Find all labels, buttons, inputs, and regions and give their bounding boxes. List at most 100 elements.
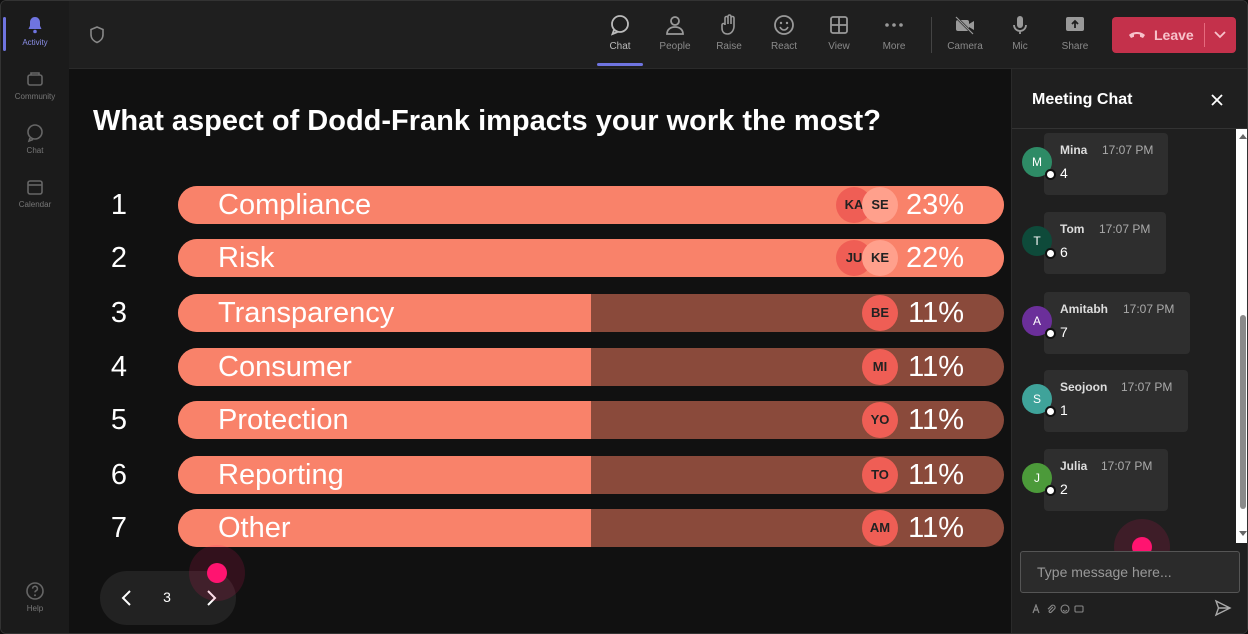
message-bubble: Seojoon 17:07 PM 1	[1044, 370, 1188, 432]
close-icon[interactable]	[1208, 91, 1226, 109]
presence-status-icon	[1045, 328, 1056, 339]
rail-item-help[interactable]: Help	[1, 573, 69, 625]
gif-icon[interactable]	[1074, 604, 1084, 614]
message-timestamp: 17:07 PM	[1102, 143, 1154, 157]
toolbar-view-button[interactable]: View	[814, 11, 864, 63]
chat-title: Meeting Chat	[1032, 91, 1133, 108]
chevron-left-icon[interactable]	[116, 587, 138, 609]
rail-label: Help	[26, 604, 44, 613]
calendar-icon	[27, 180, 43, 195]
poll-option-fill	[178, 401, 591, 439]
poll-option-number: 1	[110, 189, 128, 221]
message-input[interactable]	[1021, 552, 1239, 592]
toolbar-react-button[interactable]: React	[759, 11, 809, 63]
scroll-up-arrow-icon[interactable]	[1239, 133, 1247, 139]
message-bubble: Amitabh 17:07 PM 7	[1044, 292, 1190, 354]
chat-message[interactable]: Amitabh 17:07 PM 7 A	[1012, 288, 1236, 354]
poll-option-number: 4	[110, 351, 128, 383]
poll-option-bar[interactable]: Reporting TO 11%	[178, 456, 1004, 494]
voter-avatar: BE	[862, 295, 898, 331]
chat-message[interactable]: Julia 17:07 PM 2 J	[1012, 445, 1236, 511]
chat-icon	[27, 124, 43, 143]
attach-icon[interactable]	[1046, 604, 1056, 614]
voter-avatar: KE	[862, 240, 898, 276]
poll-option-row: 7 Other AM 11%	[69, 509, 1011, 547]
toolbar-label: Camera	[947, 41, 983, 52]
message-text: 2	[1060, 481, 1068, 497]
compose-box[interactable]	[1020, 551, 1240, 593]
scroll-down-arrow-icon[interactable]	[1239, 531, 1247, 537]
meeting-toolbar: Chat People Raise React View More Camera	[69, 1, 1247, 69]
toolbar-label: View	[828, 41, 850, 52]
toolbar-label: People	[659, 41, 691, 52]
voter-avatar: SE	[862, 187, 898, 223]
poll-option-bar[interactable]: Protection YO 11%	[178, 401, 1004, 439]
poll-option-percent: 11%	[908, 459, 964, 491]
poll-option-number: 7	[110, 512, 128, 544]
message-timestamp: 17:07 PM	[1099, 222, 1151, 236]
toolbar-share-button[interactable]: Share	[1050, 11, 1100, 63]
format-icon[interactable]	[1032, 604, 1042, 614]
message-text: 1	[1060, 402, 1068, 418]
phone-hangup-icon	[1129, 32, 1145, 38]
poll-option-bar[interactable]: Transparency BE 11%	[178, 294, 1004, 332]
toolbar-label: More	[882, 41, 906, 52]
toolbar-divider	[931, 17, 932, 53]
presence-status-icon	[1045, 485, 1056, 496]
chevron-down-icon[interactable]	[1213, 29, 1227, 41]
presence-status-icon	[1045, 406, 1056, 417]
voter-avatar: MI	[862, 349, 898, 385]
rail-item-community[interactable]: Community	[1, 61, 69, 113]
chat-icon	[610, 15, 629, 36]
message-bubble: Julia 17:07 PM 2	[1044, 449, 1168, 511]
message-timestamp: 17:07 PM	[1101, 459, 1153, 473]
community-icon	[27, 72, 43, 86]
toolbar-label: Mic	[1012, 41, 1028, 52]
shield-icon	[90, 26, 104, 44]
avatar[interactable]: T	[1022, 226, 1052, 256]
chat-message-list[interactable]: Mina 17:07 PM 4 M Tom 17:07 PM 6 T Amitabh 17:07 …	[1012, 129, 1236, 543]
emoji-icon[interactable]	[1060, 604, 1070, 614]
sender-name: Amitabh	[1060, 302, 1108, 316]
raise-hand-icon	[721, 14, 735, 35]
toolbar-chat-button[interactable]: Chat	[595, 11, 645, 66]
poll-option-percent: 22%	[905, 242, 964, 274]
chat-scrollbar[interactable]	[1236, 129, 1247, 543]
poll-option-bar[interactable]: Other AM 11%	[178, 509, 1004, 547]
send-icon[interactable]	[1214, 599, 1232, 617]
leave-button[interactable]: Leave	[1112, 17, 1236, 53]
poll-option-number: 3	[110, 297, 128, 329]
rail-item-calendar[interactable]: Calendar	[1, 169, 69, 221]
chat-message[interactable]: Seojoon 17:07 PM 1 S	[1012, 366, 1236, 432]
sender-name: Seojoon	[1060, 380, 1108, 394]
poll-option-fill	[178, 509, 591, 547]
chat-message[interactable]: Tom 17:07 PM 6 T	[1012, 208, 1236, 274]
poll-option-percent: 11%	[908, 512, 964, 544]
toolbar-mic-button[interactable]: Mic	[995, 11, 1045, 63]
leave-label: Leave	[1154, 27, 1194, 43]
poll-option-percent: 11%	[908, 404, 964, 436]
click-indicator	[189, 545, 245, 601]
toolbar-label: Share	[1061, 41, 1089, 52]
chevron-right-icon[interactable]	[200, 587, 222, 609]
poll-option-row: 4 Consumer MI 11%	[69, 348, 1011, 386]
chat-message[interactable]: Mina 17:07 PM 4 M	[1012, 129, 1236, 195]
toolbar-raise-button[interactable]: Raise	[704, 11, 754, 63]
toolbar-camera-button[interactable]: Camera	[940, 11, 990, 63]
poll-option-bar[interactable]: Risk JU KE 22%	[178, 239, 1004, 277]
scroll-thumb[interactable]	[1240, 315, 1246, 509]
people-icon	[666, 16, 684, 35]
left-rail: Activity Community Chat Calendar Help	[1, 1, 69, 633]
message-text: 6	[1060, 244, 1068, 260]
poll-option-bar[interactable]: Consumer MI 11%	[178, 348, 1004, 386]
poll-option-label: Transparency	[218, 297, 395, 329]
toolbar-more-button[interactable]: More	[869, 11, 919, 63]
rail-label: Chat	[26, 146, 44, 155]
poll-option-bar[interactable]: Compliance KA SE 23%	[178, 186, 1004, 224]
toolbar-label: Chat	[609, 41, 631, 52]
rail-item-activity[interactable]: Activity	[1, 7, 69, 59]
toolbar-people-button[interactable]: People	[650, 11, 700, 63]
bell-icon	[28, 17, 42, 34]
rail-item-chat[interactable]: Chat	[1, 115, 69, 167]
sender-name: Mina	[1060, 143, 1088, 157]
